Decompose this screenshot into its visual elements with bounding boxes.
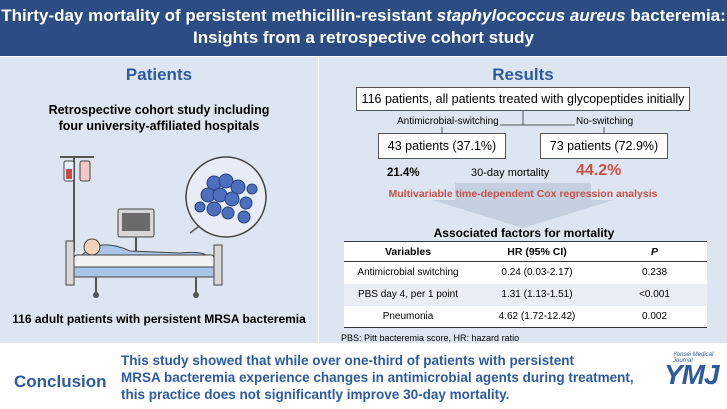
conclusion-label: Conclusion	[14, 372, 107, 391]
hospital-bed-illustration	[60, 156, 267, 298]
results-title: Results	[492, 65, 554, 84]
no-switching-patients-box: 73 patients (72.9%)	[540, 133, 668, 159]
table-header: P	[602, 241, 707, 262]
header-title-line1: Thirty-day mortality of persistent methi…	[1, 6, 726, 25]
table-cell: 0.24 (0.03-2.17)	[472, 261, 602, 284]
factors-title: Associated factors for mortality	[433, 226, 615, 240]
table-cell: PBS day 4, per 1 point	[344, 283, 472, 306]
conclusion-panel	[0, 344, 727, 409]
no-switching-mortality: 44.2%	[576, 162, 622, 179]
conclusion-text: This study showed that while over one-th…	[121, 353, 634, 402]
table-cell: 4.62 (1.72-12.42)	[472, 305, 602, 328]
table-cell: Antimicrobial switching	[344, 261, 472, 284]
journal-name: Yonsei Medical Journal	[673, 352, 714, 364]
patients-count: 116 adult patients with persistent MRSA …	[12, 312, 306, 326]
table-cell: Pneumonia	[344, 305, 472, 328]
table-cell: 0.002	[602, 305, 707, 328]
factors-table: Variables HR (95% CI) P Antimicrobial sw…	[344, 241, 707, 328]
header-title-line2: Insights from a retrospective cohort stu…	[192, 28, 534, 47]
switching-branch-label: Antimicrobial-switching	[396, 116, 500, 127]
switching-patients-box: 43 patients (37.1%)	[378, 133, 506, 159]
table-row: Pneumonia 4.62 (1.72-12.42) 0.002	[344, 305, 707, 328]
journal-logo: YMJ	[664, 359, 720, 390]
patients-title: Patients	[125, 65, 193, 84]
down-arrow	[432, 183, 614, 228]
mortality-label: 30-day mortality	[471, 167, 550, 179]
table-cell: <0.001	[602, 283, 707, 306]
table-row: Antimicrobial switching 0.24 (0.03-2.17)…	[344, 261, 707, 284]
footnote: PBS: Pitt bacteremia score, HR: hazard r…	[341, 333, 520, 343]
table-cell: 1.31 (1.13-1.51)	[472, 283, 602, 306]
total-patients-box: 116 patients, all patients treated with …	[356, 87, 690, 111]
switching-mortality: 21.4%	[387, 167, 420, 179]
table-header: Variables	[344, 241, 472, 262]
table-cell: 0.238	[602, 261, 707, 284]
patients-description: Retrospective cohort study including fou…	[48, 103, 270, 133]
no-switching-branch-label: No-switching	[575, 116, 635, 127]
patients-panel: Patients Retrospective cohort study incl…	[0, 57, 318, 343]
header-banner: Thirty-day mortality of persistent methi…	[0, 0, 727, 56]
table-header-row: Variables HR (95% CI) P	[344, 241, 707, 262]
analysis-label: Multivariable time-dependent Cox regress…	[388, 188, 658, 200]
table-header: HR (95% CI)	[472, 241, 602, 262]
table-row: PBS day 4, per 1 point 1.31 (1.13-1.51) …	[344, 283, 707, 306]
